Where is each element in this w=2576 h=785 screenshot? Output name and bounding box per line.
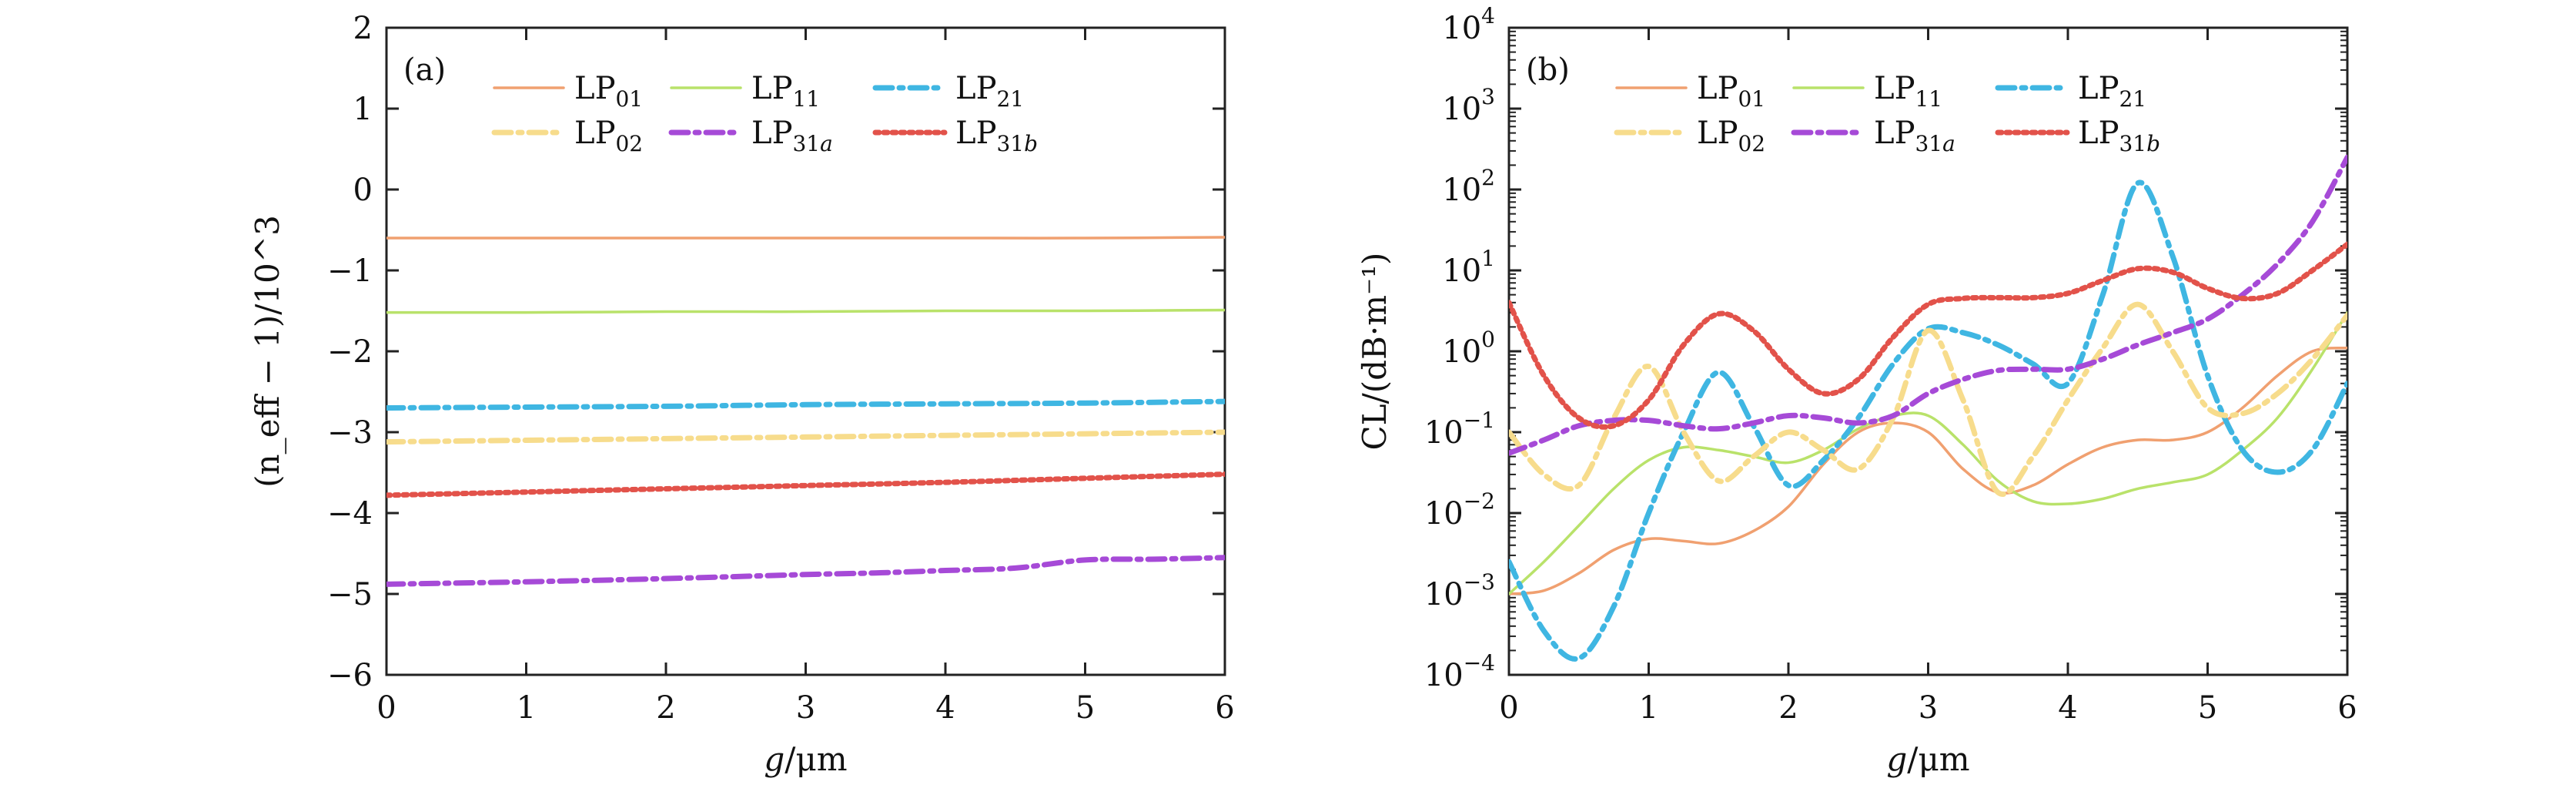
series-line-lp01 [1509,346,2347,595]
x-tick-label: 5 [1076,690,1095,726]
y-axis-label: (n_eff − 1)/10^3 [249,215,286,488]
y-tick-label: 1 [353,92,373,127]
x-tick-label: 2 [656,690,675,726]
series-line-lp31a [386,555,1225,587]
legend-label-lp01: LP01 [1697,71,1765,112]
x-tick-label: 3 [796,690,815,726]
x-axis-label: g/μm [764,740,847,778]
plot-frame [1507,26,2349,676]
panel-label: (b) [1526,52,1570,88]
series-line-lp01 [386,236,1225,240]
x-tick-label: 1 [517,690,536,726]
y-tick-label: 102 [1442,165,1495,208]
x-tick-label: 0 [376,690,396,726]
series-line-lp31b [386,471,1225,498]
legend-label-lp21: LP21 [955,71,1024,112]
series-layer [386,236,1225,587]
series-line-lp02 [1509,301,2347,497]
x-tick-label: 4 [935,690,955,726]
legend-label-lp01: LP01 [574,71,643,112]
y-tick-label: 10−4 [1424,650,1495,693]
legend: LP01 LP11 LP21 LP02 LP31a LP31b [1614,71,2160,156]
x-tick-label: 2 [1778,690,1798,726]
y-tick-label: −2 [327,334,373,370]
y-tick-label: 10−3 [1424,569,1495,612]
legend-label-lp02: LP02 [1697,116,1765,156]
series-line-lp02 [386,429,1225,445]
legend-label-lp11: LP11 [1874,71,1942,112]
y-tick-label: 101 [1442,246,1495,289]
y-tick-label: −3 [327,415,373,451]
legend-label-lp21: LP21 [2078,71,2146,112]
y-tick-label: 2 [353,11,373,46]
y-tick-label: 0 [353,173,373,208]
series-line-lp11 [1509,311,2347,595]
y-tick-label: −6 [327,658,373,693]
y-tick-label: −4 [327,496,373,532]
series-line-lp11 [386,308,1225,314]
series-layer [1509,154,2347,662]
y-tick-label: 103 [1442,84,1495,127]
series-line-lp21 [386,398,1225,411]
x-tick-label: 0 [1499,690,1518,726]
legend-label-lp11: LP11 [751,71,820,112]
legend: LP01 LP11 LP21 LP02 LP31a LP31b [491,71,1038,156]
y-tick-label: −5 [327,577,373,612]
panel-a: 0 1 2 3 4 5 6 −6 −5 −4 −3 −2 −1 0 1 2 g/μm (n_eff − 1)/10… [249,11,1235,778]
series-line-lp31a [1509,154,2347,456]
x-axis-label: g/μm [1886,740,1969,778]
x-tick-label: 1 [1639,690,1658,726]
panel-b: 0 1 2 3 4 5 6 10−4 10−3 10−2 10−1 100 101 102 103 104 g/… [1356,3,2357,778]
legend-label-lp31a: LP31a [1874,116,1955,156]
y-tick-label: 10−1 [1424,408,1495,451]
y-tick-label: −1 [327,253,373,289]
y-tick-label: 104 [1442,3,1495,46]
y-tick-label: 100 [1442,327,1495,370]
x-tick-label: 4 [2058,690,2077,726]
x-tick-label: 6 [2337,690,2357,726]
legend-label-lp02: LP02 [574,116,643,156]
panel-label: (a) [403,52,446,88]
plot-frame [385,26,1226,676]
legend-label-lp31b: LP31b [2078,116,2160,156]
y-axis-label: CL/(dB·m⁻¹) [1356,253,1393,451]
x-tick-label: 3 [1919,690,1938,726]
legend-label-lp31b: LP31b [955,116,1038,156]
x-tick-label: 5 [2198,690,2217,726]
series-line-lp31b [1509,241,2347,430]
x-tick-label: 6 [1215,690,1234,726]
y-tick-label: 10−2 [1424,488,1495,532]
legend-label-lp31a: LP31a [751,116,833,156]
